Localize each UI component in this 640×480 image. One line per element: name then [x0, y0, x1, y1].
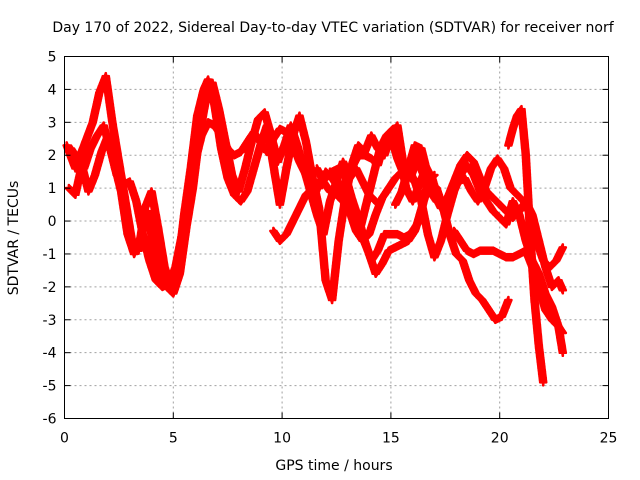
y-tick-label: -3	[43, 313, 57, 329]
series-track-10	[325, 167, 439, 278]
y-tick-label: 2	[48, 148, 57, 164]
series-layer	[62, 71, 568, 387]
x-tick-label: 10	[273, 431, 291, 447]
y-tick-label: -1	[43, 247, 57, 263]
y-tick-label: -6	[43, 412, 57, 428]
x-tick-label: 25	[600, 431, 618, 447]
x-tick-label: 5	[169, 431, 178, 447]
y-tick-label: 4	[48, 82, 57, 98]
y-tick-label: 1	[48, 181, 57, 197]
y-tick-label: 3	[48, 115, 57, 131]
y-tick-label: 5	[48, 50, 57, 66]
x-tick-label: 0	[60, 431, 69, 447]
y-tick-label: -2	[43, 280, 57, 296]
y-tick-label: -4	[43, 346, 57, 362]
series-track-9	[504, 104, 548, 387]
y-axis-label: SDTVAR / TECUs	[6, 181, 22, 296]
x-tick-label: 20	[491, 431, 509, 447]
y-tick-label: 0	[48, 214, 57, 230]
tick-layer: 0 5 10 15 20 25 -6 -5 -4 -3 -2 -1 0 1 2 3 4 5	[43, 50, 618, 447]
x-tick-label: 15	[382, 431, 400, 447]
y-tick-label: -5	[43, 379, 57, 395]
x-axis-label: GPS time / hours	[275, 458, 392, 474]
series-track-7	[391, 141, 568, 295]
chart-title: Day 170 of 2022, Sidereal Day-to-day VTE…	[52, 20, 614, 36]
plot-frame	[64, 56, 609, 419]
